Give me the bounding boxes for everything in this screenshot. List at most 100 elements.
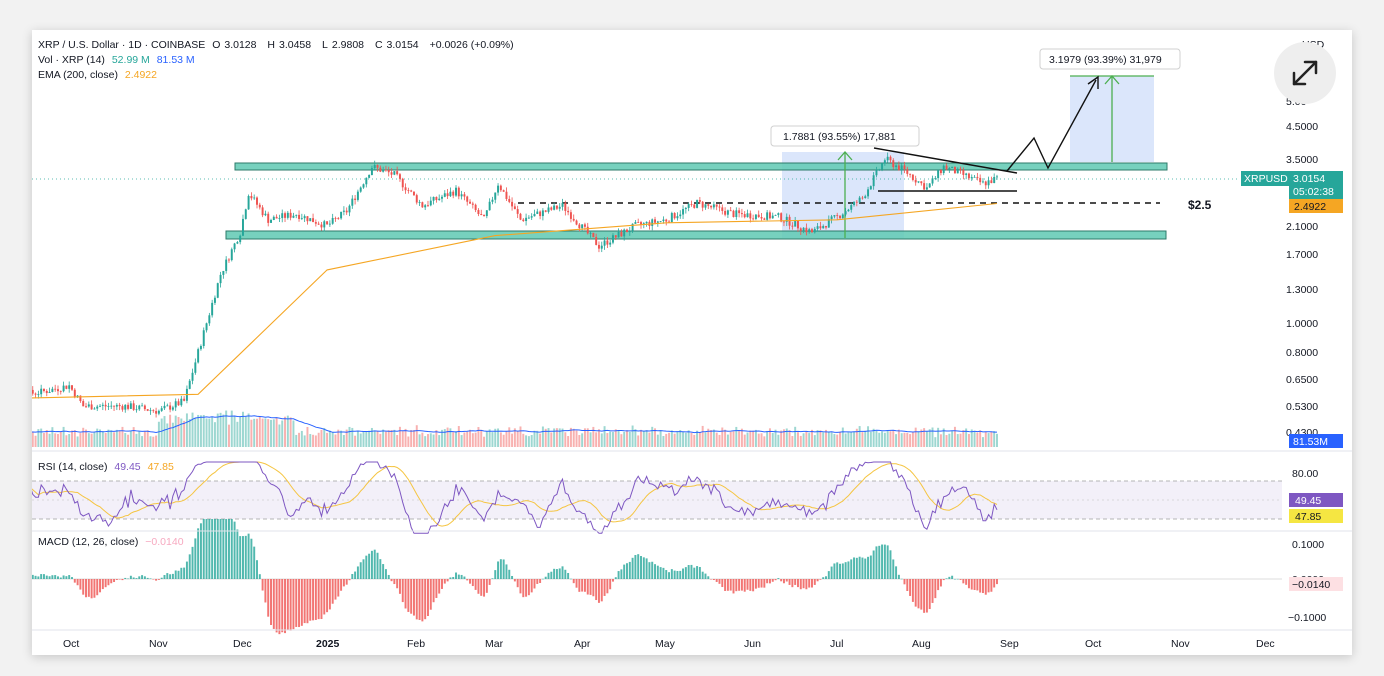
candle[interactable] [393, 171, 396, 176]
candle[interactable] [337, 217, 340, 220]
candle[interactable] [222, 270, 225, 279]
candle[interactable] [384, 165, 387, 172]
candle[interactable] [354, 195, 357, 205]
candle[interactable] [401, 177, 404, 191]
candle[interactable] [87, 401, 90, 408]
candle[interactable] [233, 242, 236, 253]
candle[interactable] [508, 195, 511, 204]
candle[interactable] [710, 205, 713, 210]
candle[interactable] [289, 209, 292, 221]
candle[interactable] [258, 202, 261, 210]
candle[interactable] [564, 200, 567, 216]
candle[interactable] [819, 221, 822, 230]
candle[interactable] [82, 399, 85, 407]
candle[interactable] [679, 210, 682, 219]
candle[interactable] [597, 241, 600, 253]
fullscreen-button[interactable] [1274, 42, 1336, 104]
candle[interactable] [768, 210, 771, 220]
candle[interactable] [160, 405, 163, 412]
candle[interactable] [348, 204, 351, 217]
candle[interactable] [469, 199, 472, 205]
candle[interactable] [928, 183, 931, 188]
candle[interactable] [934, 176, 937, 181]
candle[interactable] [382, 166, 385, 173]
candle[interactable] [900, 163, 903, 175]
candle[interactable] [578, 223, 581, 232]
candle[interactable] [735, 207, 738, 220]
candle[interactable] [281, 209, 284, 223]
candle[interactable] [872, 172, 875, 190]
candle[interactable] [830, 214, 833, 224]
candle[interactable] [847, 208, 850, 212]
candle[interactable] [421, 201, 424, 208]
candle[interactable] [914, 175, 917, 186]
candle[interactable] [886, 152, 889, 163]
candle[interactable] [166, 403, 169, 407]
candle[interactable] [984, 180, 987, 190]
candle[interactable] [244, 208, 247, 220]
candle[interactable] [407, 187, 410, 194]
candle[interactable] [757, 210, 760, 218]
candle[interactable] [298, 210, 301, 222]
candle[interactable] [368, 174, 371, 179]
candle[interactable] [746, 209, 749, 218]
candle[interactable] [429, 196, 432, 207]
candle[interactable] [239, 234, 242, 245]
candle[interactable] [670, 211, 673, 223]
candle[interactable] [115, 403, 118, 411]
candle[interactable] [270, 218, 272, 223]
candle[interactable] [811, 227, 813, 233]
candle[interactable] [881, 162, 884, 172]
candle[interactable] [54, 384, 57, 392]
candle[interactable] [623, 228, 626, 241]
candle[interactable] [247, 194, 250, 210]
candle[interactable] [62, 381, 65, 393]
candle[interactable] [827, 215, 830, 228]
candle[interactable] [191, 368, 194, 385]
candle[interactable] [967, 172, 970, 181]
candle[interactable] [774, 214, 777, 216]
candle[interactable] [149, 407, 152, 415]
candle[interactable] [796, 220, 799, 232]
candle[interactable] [93, 407, 96, 410]
candle[interactable] [471, 201, 474, 209]
candle[interactable] [920, 181, 923, 186]
candle[interactable] [875, 166, 878, 178]
candlesticks[interactable] [32, 152, 998, 418]
candle[interactable] [334, 216, 337, 222]
candle[interactable] [169, 402, 172, 413]
candle[interactable] [272, 215, 275, 221]
candle[interactable] [869, 185, 872, 190]
candle[interactable] [328, 220, 331, 227]
candle[interactable] [825, 225, 827, 230]
candle[interactable] [704, 204, 707, 210]
candle[interactable] [441, 194, 443, 203]
candle[interactable] [466, 195, 469, 206]
candle[interactable] [614, 235, 617, 241]
candle[interactable] [567, 206, 570, 216]
candle[interactable] [118, 402, 121, 411]
candle[interactable] [45, 389, 48, 397]
candle[interactable] [438, 194, 441, 201]
candle[interactable] [684, 206, 687, 214]
macd-legend[interactable]: MACD (12, 26, close) −0.0140 [38, 536, 188, 548]
ema-legend[interactable]: EMA (200, close) 2.4922 [38, 69, 161, 81]
candle[interactable] [99, 403, 102, 408]
candle[interactable] [766, 209, 769, 222]
candle[interactable] [925, 183, 928, 191]
candle[interactable] [867, 186, 870, 199]
candle[interactable] [519, 212, 522, 221]
candle[interactable] [687, 202, 690, 212]
candle[interactable] [267, 211, 270, 227]
candle[interactable] [202, 327, 205, 349]
candle[interactable] [561, 198, 564, 211]
candle[interactable] [740, 208, 743, 218]
candle[interactable] [951, 166, 954, 169]
candle[interactable] [320, 221, 323, 231]
candle[interactable] [107, 402, 110, 411]
candle[interactable] [802, 227, 805, 234]
candle[interactable] [460, 190, 463, 200]
candle[interactable] [724, 207, 727, 217]
candle[interactable] [104, 400, 107, 411]
candle[interactable] [205, 322, 208, 333]
